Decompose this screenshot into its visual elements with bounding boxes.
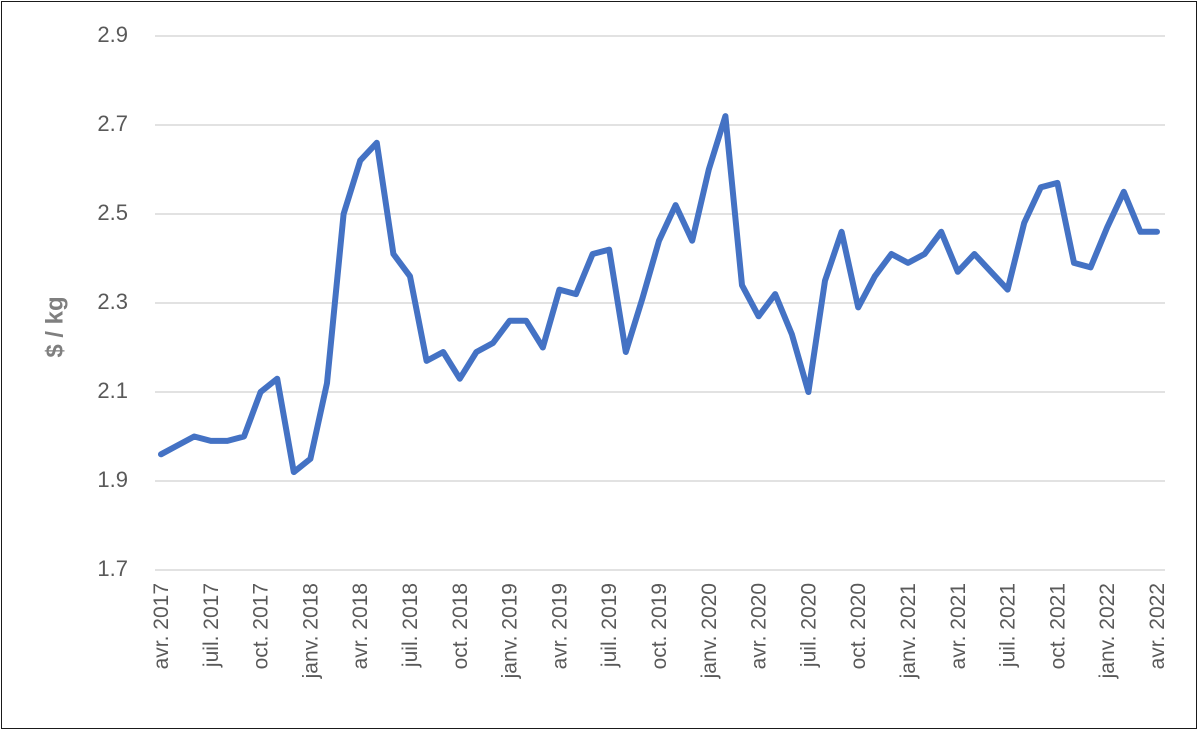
y-axis-label: $ / kg xyxy=(41,296,68,357)
x-tick-label: juil. 2018 xyxy=(399,583,422,668)
y-tick-label: 2.1 xyxy=(97,378,128,403)
y-axis-ticks: 2.9 2.7 2.5 2.3 2.1 1.9 1.7 xyxy=(97,22,128,581)
x-tick-label: oct. 2020 xyxy=(847,583,870,669)
x-tick-label: janv. 2022 xyxy=(1096,583,1119,679)
series-line xyxy=(158,113,1160,476)
y-tick-label: 2.5 xyxy=(97,200,128,225)
x-tick-label: oct. 2017 xyxy=(250,583,273,669)
x-tick-label: oct. 2019 xyxy=(648,583,671,669)
y-tick-label: 2.7 xyxy=(97,111,128,136)
y-tick-label: 1.7 xyxy=(97,556,128,581)
x-tick-label: janv. 2021 xyxy=(897,583,920,679)
y-tick-label: 2.9 xyxy=(97,22,128,47)
x-tick-label: avr. 2021 xyxy=(947,583,970,669)
x-tick-label: oct. 2021 xyxy=(1046,583,1069,669)
x-tick-label: avr. 2019 xyxy=(548,583,571,669)
x-tick-label: juil. 2019 xyxy=(598,583,621,668)
x-tick-label: avr. 2017 xyxy=(150,583,173,669)
x-tick-label: janv. 2018 xyxy=(299,583,322,679)
x-tick-label: juil. 2020 xyxy=(797,583,820,668)
series-layer xyxy=(158,113,1160,476)
y-tick-label: 2.3 xyxy=(97,289,128,314)
x-tick-label: avr. 2020 xyxy=(748,583,771,669)
x-tick-label: juil. 2017 xyxy=(200,583,223,668)
gridlines xyxy=(155,35,1165,571)
x-axis-ticks: avr. 2017 juil. 2017 oct. 2017 janv. 2018 av… xyxy=(150,583,1169,679)
x-tick-label: janv. 2020 xyxy=(698,583,721,679)
x-tick-label: janv. 2019 xyxy=(499,583,522,679)
x-tick-label: juil. 2021 xyxy=(997,583,1020,668)
x-tick-label: avr. 2018 xyxy=(349,583,372,669)
x-tick-label: avr. 2022 xyxy=(1146,583,1169,669)
x-tick-label: oct. 2018 xyxy=(449,583,472,669)
y-tick-label: 1.9 xyxy=(97,467,128,492)
